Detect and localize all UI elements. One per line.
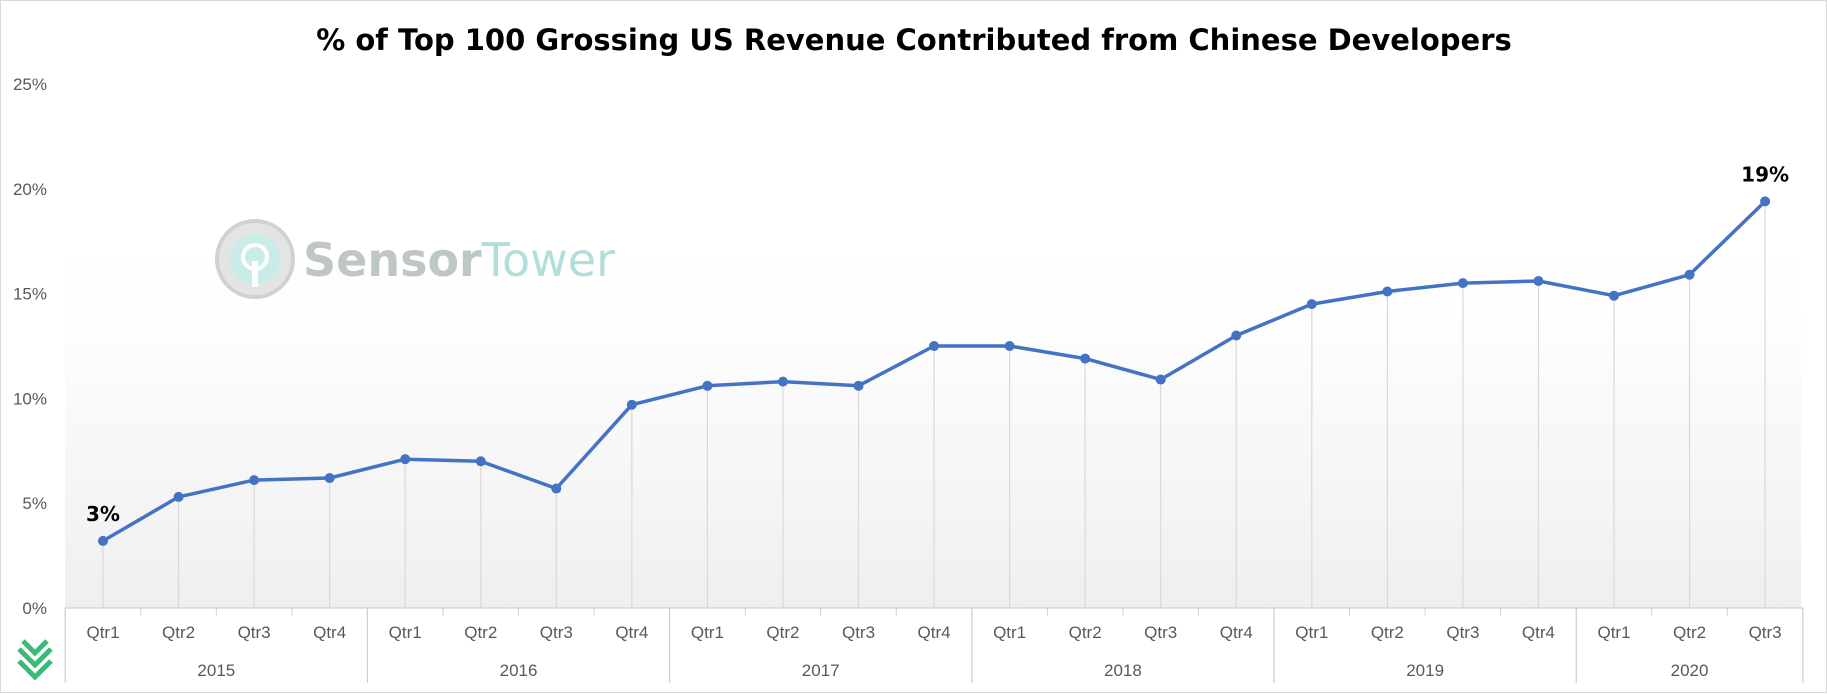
y-tick-label: 25% [13,75,47,94]
data-point [551,483,562,494]
x-tick-label-quarter: Qtr4 [313,623,346,642]
x-tick-label-year: 2019 [1406,661,1444,680]
x-tick-label-quarter: Qtr4 [1522,623,1555,642]
watermark-text-tower: Tower [481,233,615,287]
data-point [1382,286,1393,297]
data-point [1760,196,1771,207]
data-point [1306,299,1317,310]
data-series [98,196,1771,546]
data-point [777,376,788,387]
data-point [1533,276,1544,287]
data-point [1457,278,1468,289]
x-tick-label-quarter: Qtr3 [238,623,271,642]
sensor-tower-logo-icon [215,219,295,299]
x-tick-label-quarter: Qtr3 [842,623,875,642]
x-tick-label-quarter: Qtr1 [1295,623,1328,642]
x-tick-label-quarter: Qtr2 [1069,623,1102,642]
watermark-text: SensorTower [303,233,615,287]
x-tick-label-quarter: Qtr1 [389,623,422,642]
data-point [400,454,411,465]
data-point [324,473,335,484]
x-tick-label-year: 2015 [197,661,235,680]
x-tick-label-quarter: Qtr4 [1220,623,1253,642]
x-tick-label-quarter: Qtr2 [464,623,497,642]
x-tick-label-quarter: Qtr1 [86,623,119,642]
x-tick-label-quarter: Qtr2 [1371,623,1404,642]
data-point [1609,290,1619,301]
x-tick-label-quarter: Qtr3 [1749,623,1782,642]
x-tick-label-quarter: Qtr1 [691,623,724,642]
data-point [853,380,864,391]
x-tick-label-quarter: Qtr3 [1446,623,1479,642]
y-tick-label: 0% [22,599,47,618]
x-axis: Qtr1 Qtr2 Qtr3 Qtr4 Qtr1 Qtr2 Qtr3 Qtr4 Qtr1 Qtr2… [64,607,1804,683]
data-label: 19% [1741,162,1789,186]
data-point [1155,374,1166,385]
data-point [929,341,940,351]
data-point [1684,269,1695,280]
x-tick-label-quarter: Qtr2 [1673,623,1706,642]
plot-background [65,246,1801,608]
x-tick-label-year: 2020 [1671,661,1709,680]
data-point [173,491,184,502]
x-tick-label-quarter: Qtr3 [540,623,573,642]
x-tick-label-quarter: Qtr2 [766,623,799,642]
data-point [702,380,713,391]
data-point [98,535,108,546]
sensor-tower-chevron-icon [17,639,53,681]
y-tick-label: 15% [13,285,47,304]
chart-title: % of Top 100 Grossing US Revenue Contrib… [316,23,1512,57]
y-tick-label: 20% [13,180,47,199]
data-point [475,456,486,467]
data-point [1004,341,1015,351]
x-tick-label-quarter: Qtr3 [1144,623,1177,642]
x-tick-label-quarter: Qtr1 [1597,623,1630,642]
x-tick-label-quarter: Qtr2 [162,623,195,642]
data-point [1231,330,1242,341]
watermark-text-sensor: Sensor [303,233,482,287]
x-tick-label-year: 2018 [1104,661,1142,680]
data-labels: 3% 19% [86,162,1789,526]
y-tick-label: 5% [22,494,47,513]
y-axis: 0% 5% 10% 15% 20% 25% [13,75,47,618]
x-tick-label-quarter: Qtr1 [993,623,1026,642]
watermark: SensorTower [215,219,615,299]
x-tick-label-year: 2016 [500,661,538,680]
data-point [626,399,637,410]
drop-lines [102,201,1766,608]
data-point [1080,353,1091,364]
x-tick-label-year: 2017 [802,661,840,680]
y-tick-label: 10% [13,389,47,408]
x-tick-label-quarter: Qtr4 [918,623,951,642]
x-tick-label-quarter: Qtr4 [615,623,648,642]
data-point [249,475,260,486]
data-label: 3% [86,502,120,526]
